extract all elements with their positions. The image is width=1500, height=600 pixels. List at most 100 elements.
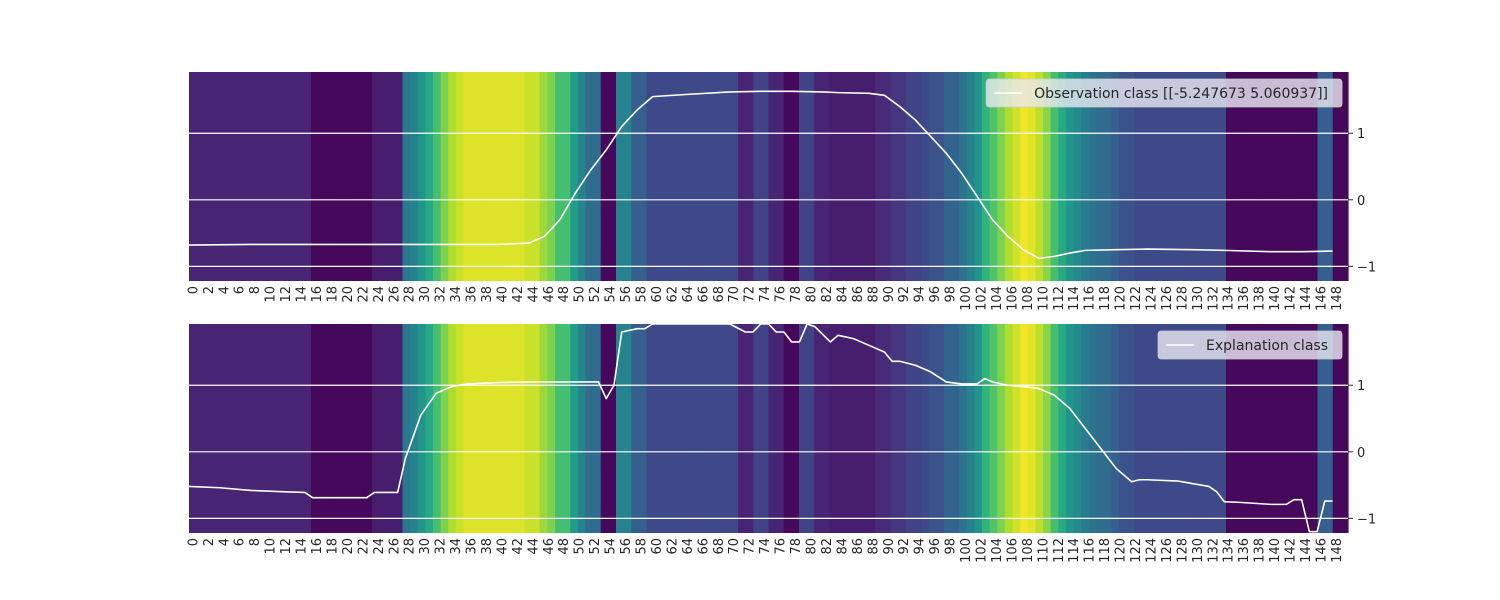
heatmap-cell: [692, 324, 701, 533]
x-tick-label: 146: [1314, 538, 1329, 563]
heatmap-cell: [921, 72, 930, 281]
heatmap-cell: [562, 72, 571, 281]
x-tick-label: 128: [1175, 286, 1190, 311]
x-tick-label: 116: [1083, 538, 1098, 563]
x-tick-label: 38: [480, 286, 495, 303]
x-tick-label: 60: [650, 538, 665, 555]
heatmap-cell: [1226, 72, 1235, 281]
heatmap-cell: [425, 324, 434, 533]
heatmap-cell: [1157, 324, 1166, 533]
heatmap-cell: [677, 72, 686, 281]
heatmap-cell: [806, 324, 815, 533]
heatmap-cell: [1218, 324, 1227, 533]
x-tick-label: 8: [248, 538, 263, 546]
heatmap-cell: [1187, 324, 1197, 533]
heatmap-cell: [1203, 324, 1212, 533]
heatmap-cell: [189, 324, 198, 533]
heatmap: [189, 72, 1349, 281]
heatmap-cell: [1004, 72, 1014, 281]
heatmap-cell: [242, 324, 251, 533]
x-tick-label: 102: [974, 538, 989, 563]
x-tick-label: 52: [588, 286, 603, 303]
heatmap-cell: [1172, 324, 1181, 533]
x-tick-label: 62: [665, 538, 680, 555]
heatmap-cell: [890, 324, 899, 533]
heatmap-cell: [516, 72, 526, 281]
x-tick-label: 28: [403, 286, 418, 303]
heatmap-cell: [974, 324, 983, 533]
x-tick-label: 148: [1330, 538, 1345, 563]
heatmap-cell: [654, 324, 663, 533]
heatmap-cell: [326, 324, 335, 533]
x-tick-label: 10: [264, 286, 279, 303]
heatmap-cell: [379, 72, 388, 281]
x-tick-label: 44: [526, 286, 541, 303]
heatmap-cell: [661, 72, 670, 281]
heatmap-cell: [699, 72, 709, 281]
heatmap-cell: [1218, 72, 1227, 281]
series-line: [188, 90, 1333, 260]
x-tick-label: 4: [217, 286, 232, 294]
heatmap-cell: [1050, 72, 1059, 281]
heatmap-cell: [829, 72, 838, 281]
heatmap-cell: [631, 324, 640, 533]
heatmap-cell: [356, 72, 365, 281]
heatmap-cell: [1264, 72, 1273, 281]
heatmap-cell: [913, 72, 922, 281]
heatmap-cell: [837, 72, 846, 281]
heatmap-cell: [394, 72, 404, 281]
heatmap-cell: [189, 72, 198, 281]
x-tick-label: 68: [712, 538, 727, 555]
x-tick-label: 98: [944, 286, 959, 303]
heatmap-cell: [341, 324, 350, 533]
x-tick-label: 68: [712, 286, 727, 303]
x-tick-label: 80: [804, 538, 819, 555]
heatmap-cell: [532, 324, 541, 533]
x-tick-label: 54: [604, 538, 619, 555]
heatmap-cell: [791, 324, 800, 533]
heatmap-cell: [1302, 72, 1311, 281]
heatmap-cell: [692, 72, 701, 281]
heatmap-cell: [730, 72, 739, 281]
x-tick-label: 104: [990, 538, 1005, 563]
heatmap-cell: [1149, 324, 1158, 533]
x-tick-label: 132: [1206, 538, 1221, 563]
heatmap-cell: [821, 72, 831, 281]
heatmap-cell: [417, 324, 426, 533]
heatmap-cell: [806, 72, 815, 281]
heatmap-cell: [867, 324, 876, 533]
x-tick-label: 24: [372, 286, 387, 303]
x-tick-label: 74: [758, 538, 773, 555]
x-tick-label: 22: [356, 286, 371, 303]
x-tick-label: 88: [866, 538, 881, 555]
x-tick-label: 76: [774, 286, 789, 303]
heatmap-cell: [1126, 72, 1136, 281]
x-tick-label: 130: [1191, 286, 1206, 311]
heatmap-cell: [699, 324, 709, 533]
heatmap-cell: [722, 324, 731, 533]
x-tick-label: 120: [1114, 286, 1129, 311]
heatmap-cell: [509, 324, 518, 533]
heatmap-cell: [1248, 72, 1258, 281]
x-tick-label: 106: [1005, 286, 1020, 311]
x-tick-label: 78: [789, 538, 804, 555]
x-tick-label: 56: [619, 538, 634, 555]
x-tick-label: 2: [202, 538, 217, 546]
heatmap-cell: [1264, 324, 1273, 533]
x-tick-label: 108: [1021, 538, 1036, 563]
heatmap-cell: [882, 72, 892, 281]
x-tick-label: 30: [418, 538, 433, 555]
heatmap-cell: [1027, 72, 1036, 281]
x-tick-label: 16: [310, 286, 325, 303]
x-tick-label: 114: [1067, 286, 1082, 311]
x-tick-label: 86: [851, 286, 866, 303]
x-tick-label: 76: [774, 538, 789, 555]
heatmap-cell: [1058, 324, 1067, 533]
heatmap-cell: [661, 324, 670, 533]
x-tick-label: 4: [217, 538, 232, 546]
heatmap-cell: [1088, 324, 1097, 533]
x-tick-label: 136: [1237, 286, 1252, 311]
heatmap-cell: [494, 324, 503, 533]
heatmap-cell: [593, 324, 602, 533]
x-tick-label: 112: [1052, 538, 1067, 563]
